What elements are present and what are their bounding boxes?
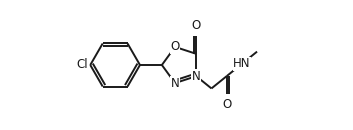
- Text: O: O: [170, 40, 180, 53]
- Text: HN: HN: [233, 57, 251, 70]
- Text: N: N: [192, 70, 201, 83]
- Text: O: O: [222, 98, 231, 111]
- Text: N: N: [170, 77, 179, 90]
- Text: O: O: [192, 19, 201, 32]
- Text: Cl: Cl: [76, 58, 88, 72]
